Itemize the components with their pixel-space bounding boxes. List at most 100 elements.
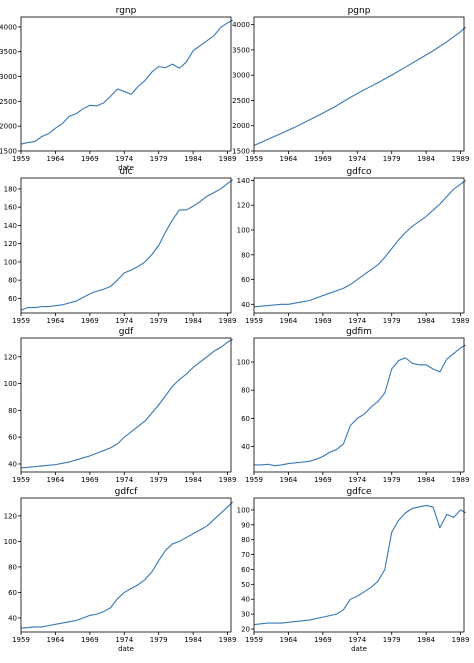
chart-panel-gdfim: gdfim 1959 1964 1969 1974 1979 1984 1989 40 60 80 1… <box>237 327 470 484</box>
y-tick-label: 2000 <box>0 123 17 131</box>
x-tick-label: 1969 <box>314 155 332 163</box>
x-tick-label: 1964 <box>280 155 298 163</box>
y-tick-label: 160 <box>4 204 17 212</box>
x-tick-label: 1974 <box>348 317 366 325</box>
x-tick-label: 1989 <box>219 636 237 644</box>
x-tick-label: 1989 <box>452 476 470 484</box>
x-axis-label: date <box>351 645 367 653</box>
x-axis-label: date <box>118 164 134 172</box>
y-tick-label: 2500 <box>0 98 17 106</box>
x-tick-label: 1959 <box>12 317 30 325</box>
x-tick-label: 1989 <box>452 155 470 163</box>
x-tick-label: 1979 <box>383 317 401 325</box>
y-tick-label: 100 <box>237 227 250 235</box>
y-tick-label: 40 <box>241 443 250 451</box>
x-tick-label: 1974 <box>115 155 133 163</box>
y-tick-label: 2000 <box>232 122 250 130</box>
series-line-pgnp-0 <box>253 26 467 146</box>
y-tick-label: 1500 <box>0 148 17 156</box>
y-tick-label: 60 <box>8 434 17 442</box>
chart-title: ulc <box>119 167 132 177</box>
x-tick-label: 1984 <box>184 476 202 484</box>
y-tick-label: 40 <box>8 460 17 468</box>
x-tick-label: 1974 <box>115 476 133 484</box>
chart-title: rgnp <box>116 6 137 16</box>
y-tick-label: 60 <box>8 295 17 303</box>
chart-panel-gdfcf: gdfcf 1959 1964 1969 1974 1979 1984 1989 40 60 80 1… <box>4 487 237 653</box>
y-tick-label: 60 <box>241 415 250 423</box>
chart-title: gdfcf <box>115 487 139 497</box>
x-tick-label: 1974 <box>348 476 366 484</box>
y-tick-label: 140 <box>237 177 250 185</box>
x-tick-label: 1974 <box>115 636 133 644</box>
x-tick-label: 1989 <box>452 636 470 644</box>
y-tick-label: 40 <box>241 301 250 309</box>
series-line-gdfco-0 <box>253 180 467 308</box>
x-tick-label: 1969 <box>81 155 99 163</box>
x-tick-label: 1969 <box>81 636 99 644</box>
y-tick-label: 3500 <box>0 48 17 56</box>
chart-panel-gdfco: gdfco 1959 1964 1969 1974 1979 1984 1989 40 60 80 1… <box>237 167 470 325</box>
x-tick-label: 1974 <box>348 636 366 644</box>
y-tick-label: 120 <box>237 202 250 210</box>
y-tick-label: 100 <box>237 358 250 366</box>
x-tick-label: 1979 <box>383 155 401 163</box>
y-tick-label: 2500 <box>232 97 250 105</box>
x-tick-label: 1959 <box>12 636 30 644</box>
y-tick-label: 80 <box>241 536 250 544</box>
x-tick-label: 1969 <box>314 476 332 484</box>
plot-frame <box>20 337 232 473</box>
x-tick-label: 1964 <box>280 476 298 484</box>
chart-title: gdfim <box>346 327 372 337</box>
x-tick-label: 1974 <box>348 155 366 163</box>
y-tick-label: 40 <box>241 596 250 604</box>
x-tick-label: 1989 <box>219 317 237 325</box>
y-tick-label: 40 <box>8 614 17 622</box>
y-tick-label: 80 <box>8 563 17 571</box>
y-tick-label: 70 <box>241 551 250 559</box>
series-line-rgnp-0 <box>20 19 233 145</box>
x-tick-label: 1959 <box>12 155 30 163</box>
plot-frame <box>253 177 465 314</box>
x-tick-label: 1989 <box>219 476 237 484</box>
x-tick-label: 1959 <box>245 476 263 484</box>
x-tick-label: 1984 <box>184 317 202 325</box>
y-tick-label: 100 <box>4 258 17 266</box>
x-tick-label: 1964 <box>47 155 65 163</box>
x-tick-label: 1969 <box>81 317 99 325</box>
chart-panel-gdf: gdf 1959 1964 1969 1974 1979 1984 1989 40 60 80 100… <box>4 327 237 484</box>
x-tick-label: 1964 <box>47 317 65 325</box>
plot-frame <box>20 497 232 633</box>
x-tick-label: 1984 <box>184 636 202 644</box>
series-line-gdfce-0 <box>253 504 466 626</box>
y-tick-label: 80 <box>8 277 17 285</box>
x-tick-label: 1959 <box>245 317 263 325</box>
chart-panel-ulc: ulc 1959 1964 1969 1974 1979 1984 1989 60 80 100 12… <box>4 167 237 325</box>
chart-title: gdfco <box>346 167 372 177</box>
chart-title: pgnp <box>348 6 371 16</box>
plot-frame <box>20 16 232 152</box>
x-tick-label: 1969 <box>314 636 332 644</box>
x-tick-label: 1979 <box>150 476 168 484</box>
y-tick-label: 60 <box>241 276 250 284</box>
x-tick-label: 1979 <box>383 476 401 484</box>
x-tick-label: 1984 <box>417 155 435 163</box>
y-tick-label: 90 <box>241 521 250 529</box>
chart-panel-rgnp: rgnp 1959 1964 1969 1974 1979 1984 1989 1500 2000… <box>0 6 236 172</box>
y-tick-label: 140 <box>4 222 17 230</box>
y-tick-label: 20 <box>241 626 250 634</box>
chart-panel-gdfce: gdfce 1959 1964 1969 1974 1979 1984 1989 20 30 40 5… <box>237 487 470 653</box>
series-line-gdf-0 <box>20 338 233 469</box>
x-tick-label: 1959 <box>245 155 263 163</box>
x-tick-label: 1979 <box>150 155 168 163</box>
x-tick-label: 1984 <box>417 636 435 644</box>
x-tick-label: 1964 <box>47 476 65 484</box>
y-tick-label: 120 <box>4 512 17 520</box>
series-line-gdfcf-0 <box>20 501 234 629</box>
x-tick-label: 1984 <box>417 476 435 484</box>
y-tick-label: 120 <box>4 240 17 248</box>
chart-panel-pgnp: pgnp 1959 1964 1969 1974 1979 1984 1989 1500 2000… <box>232 6 469 163</box>
x-tick-label: 1979 <box>150 317 168 325</box>
y-tick-label: 1500 <box>232 148 250 156</box>
